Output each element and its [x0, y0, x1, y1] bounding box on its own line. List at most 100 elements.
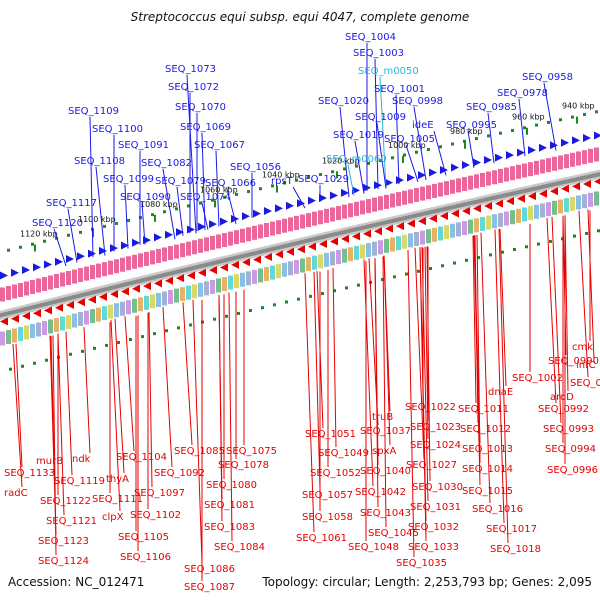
scale-dot	[427, 148, 430, 152]
feature-block	[24, 325, 29, 340]
top-leader-line	[354, 140, 365, 194]
feature-block	[108, 260, 113, 275]
bottom-feature-label: SEQ_1015	[462, 486, 513, 497]
scale-dot	[31, 242, 34, 246]
feature-block	[276, 264, 281, 279]
reverse-gene-arrow	[176, 274, 184, 283]
scale-dot	[417, 269, 420, 273]
reverse-gene-arrow	[374, 227, 382, 236]
feature-block	[336, 206, 341, 221]
reverse-gene-arrow	[88, 295, 96, 304]
feature-block	[384, 194, 389, 209]
scale-tick-label: 1020 kbp	[322, 156, 360, 165]
forward-gene-arrow	[264, 207, 272, 216]
feature-block	[222, 277, 227, 292]
reverse-gene-arrow	[198, 268, 206, 277]
feature-block	[0, 331, 5, 346]
feature-block	[114, 259, 119, 274]
feature-block	[102, 262, 107, 277]
bottom-feature-label: radC	[4, 488, 28, 499]
scale-dot	[189, 323, 192, 327]
scale-dot	[367, 161, 370, 165]
feature-block	[132, 254, 137, 269]
scale-tick-label: 960 kbp	[512, 113, 545, 122]
feature-block	[90, 265, 95, 280]
feature-block	[210, 279, 215, 294]
feature-block	[24, 281, 29, 296]
scale-tick-label: 1100 kbp	[78, 215, 116, 224]
feature-block	[456, 222, 461, 237]
top-feature-label: SEQ_1109	[68, 106, 119, 117]
reverse-gene-arrow	[242, 258, 250, 267]
scale-dot	[309, 294, 312, 298]
feature-block	[432, 183, 437, 198]
top-feature-label: SEQ_1003	[353, 48, 404, 59]
feature-block	[594, 147, 599, 162]
scale-tick-mark	[214, 200, 216, 208]
bottom-feature-label: SEQ_1104	[116, 452, 167, 463]
forward-gene-arrow	[484, 156, 492, 165]
feature-block	[516, 208, 521, 223]
bottom-leader-line	[182, 302, 193, 446]
forward-gene-arrow	[506, 151, 514, 160]
scale-dot	[439, 145, 442, 149]
feature-block	[378, 240, 383, 255]
feature-block	[234, 230, 239, 245]
scale-tick-label: 1120 kbp	[20, 229, 58, 238]
scale-dot	[153, 332, 156, 336]
forward-gene-arrow	[352, 186, 360, 195]
top-feature-label: SEQ_0985	[466, 102, 517, 113]
feature-block	[300, 258, 305, 273]
forward-gene-arrow	[407, 173, 415, 182]
top-leader-line	[467, 130, 475, 168]
top-leader-line	[89, 116, 94, 258]
bottom-leader-line	[162, 307, 173, 468]
feature-block	[564, 154, 569, 169]
top-feature-label: SEQ_1069	[180, 122, 231, 133]
scale-dot	[319, 173, 322, 177]
scale-dot	[405, 272, 408, 276]
forward-gene-arrow	[44, 260, 52, 269]
feature-block	[264, 267, 269, 282]
bottom-leader-line	[50, 335, 55, 456]
feature-block	[504, 167, 509, 182]
feature-block	[114, 303, 119, 318]
scale-dot	[595, 110, 598, 114]
bottom-feature-label: murB	[36, 456, 63, 467]
top-feature-label: SEQ_1074	[180, 192, 231, 203]
bottom-feature-label: SEQ_1018	[490, 544, 541, 555]
feature-block	[306, 213, 311, 228]
reverse-gene-arrow	[330, 237, 338, 246]
top-feature-label: SEQ_1079	[155, 176, 206, 187]
bottom-feature-label: SEQ_1023	[410, 422, 461, 433]
feature-block	[480, 172, 485, 187]
forward-gene-arrow	[330, 191, 338, 200]
forward-gene-arrow	[121, 241, 129, 250]
feature-block	[360, 244, 365, 259]
scale-dot	[295, 178, 298, 182]
feature-block	[504, 211, 509, 226]
bottom-feature-label: SEQ_1016	[472, 504, 523, 515]
scale-tick-group: 1120 kbp 1100 kbp 1080 kbp 1060 kbp 1040 kbp…	[7, 102, 600, 371]
bottom-feature-label: SEQ_1085	[174, 446, 225, 457]
feature-block	[444, 225, 449, 240]
scale-tick-label: 1080 kbp	[140, 200, 178, 209]
scale-dot	[237, 311, 240, 315]
feature-block	[162, 247, 167, 262]
forward-gene-arrow	[418, 171, 426, 180]
feature-block	[216, 278, 221, 293]
feature-block	[60, 316, 65, 331]
feature-block	[402, 234, 407, 249]
scale-dot	[501, 250, 504, 254]
feature-block	[228, 231, 233, 246]
feature-block	[384, 238, 389, 253]
feature-block	[438, 226, 443, 241]
feature-block	[126, 300, 131, 315]
reverse-gene-arrow	[66, 301, 74, 310]
feature-block	[396, 236, 401, 251]
feature-block	[372, 197, 377, 212]
feature-block	[456, 178, 461, 193]
feature-block	[420, 230, 425, 245]
feature-block	[510, 210, 515, 225]
scale-dot	[573, 234, 576, 238]
